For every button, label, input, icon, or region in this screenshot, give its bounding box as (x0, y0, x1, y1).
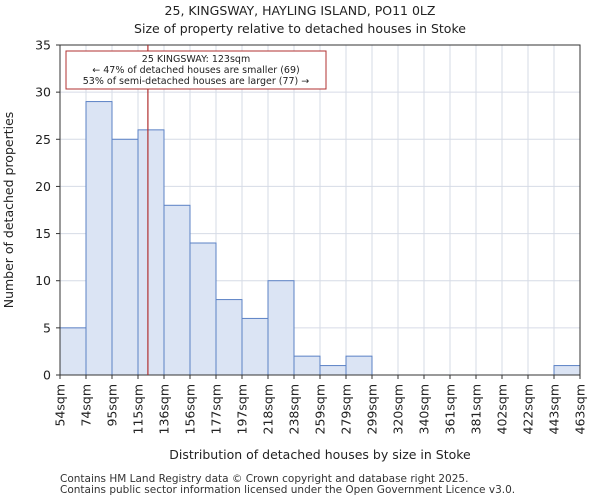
chart-title-line-1: 25, KINGSWAY, HAYLING ISLAND, PO11 0LZ (164, 3, 436, 18)
footer-licence: Contains public sector information licen… (60, 484, 516, 496)
x-tick-label: 54sqm (53, 384, 68, 427)
histogram-bar (215, 299, 243, 376)
x-tick-label: 156sqm (183, 384, 198, 434)
chart-title: 25, KINGSWAY, HAYLING ISLAND, PO11 0LZ S… (0, 2, 600, 38)
annotation-line: ← 47% of detached houses are smaller (69… (92, 65, 299, 76)
annotation-line: 25 KINGSWAY: 123sqm (142, 54, 250, 65)
histogram-bar (189, 242, 217, 376)
y-tick-label: 10 (35, 273, 51, 288)
x-tick-label: 463sqm (573, 384, 588, 434)
chart-subtitle: Size of property relative to detached ho… (134, 21, 466, 36)
histogram-bar (267, 280, 295, 376)
x-tick-label: 218sqm (261, 384, 276, 434)
y-tick-label: 20 (35, 179, 51, 194)
histogram-bar (553, 365, 581, 376)
x-tick-label: 279sqm (339, 384, 354, 434)
histogram-bar (111, 138, 139, 376)
x-tick-label: 299sqm (365, 384, 380, 434)
annotation-line: 53% of semi-detached houses are larger (… (83, 76, 310, 87)
x-tick-label: 115sqm (131, 384, 146, 434)
x-tick-label: 95sqm (105, 384, 120, 427)
histogram-bar (59, 327, 87, 376)
x-tick-label: 320sqm (391, 384, 406, 434)
y-tick-label: 0 (43, 368, 51, 383)
x-tick-label: 197sqm (235, 384, 250, 434)
histogram-bar (241, 317, 269, 376)
y-tick-label: 5 (43, 320, 51, 335)
histogram-bar (163, 204, 191, 376)
x-tick-label: 443sqm (547, 384, 562, 434)
histogram-bar (137, 129, 165, 376)
x-tick-label: 340sqm (417, 384, 432, 434)
y-tick-label: 25 (35, 132, 51, 147)
histogram-bar (85, 101, 113, 376)
x-tick-label: 74sqm (79, 384, 94, 427)
y-tick-label: 35 (35, 38, 51, 53)
footer-copyright: Contains HM Land Registry data © Crown c… (60, 473, 469, 485)
x-tick-label: 381sqm (469, 384, 484, 434)
x-tick-label: 361sqm (443, 384, 458, 434)
annotation-box (65, 50, 327, 90)
histogram-bar (345, 355, 373, 376)
x-tick-label: 259sqm (313, 384, 328, 434)
x-tick-label: 177sqm (209, 384, 224, 434)
y-tick-label: 15 (35, 226, 51, 241)
x-tick-label: 136sqm (157, 384, 172, 434)
y-axis-label: Number of detached properties (1, 112, 16, 309)
x-tick-label: 238sqm (287, 384, 302, 434)
histogram-chart: 0 5 10 15 20 25 30 35 54sqm 74sqm 95sqm 115sqm 136sq… (1, 38, 588, 463)
histogram-bar (319, 365, 347, 376)
histogram-bar (293, 355, 321, 376)
x-tick-label: 402sqm (495, 384, 510, 434)
x-axis-label: Distribution of detached houses by size … (169, 447, 471, 462)
x-tick-label: 422sqm (521, 384, 536, 434)
y-tick-label: 30 (35, 85, 51, 100)
